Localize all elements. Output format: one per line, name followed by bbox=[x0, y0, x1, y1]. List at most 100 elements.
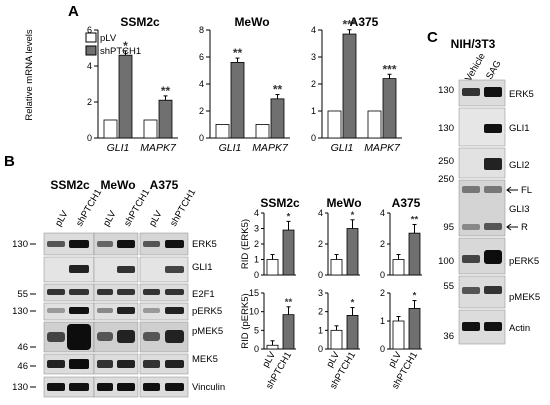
mw-marker: 55 bbox=[17, 289, 28, 300]
panel-letter-a: A bbox=[68, 3, 79, 20]
panel-letter-c: C bbox=[427, 29, 438, 46]
mw-marker: 130 bbox=[12, 239, 28, 250]
x-tick-label: MAPK7 bbox=[140, 142, 177, 154]
y-tick-label: 4 bbox=[380, 208, 385, 218]
panel-b-blots: 130 55 130 46 46 130 ERK5 GLI1 E2F1 pERK… bbox=[12, 232, 225, 398]
blot-row-label: MEK5 bbox=[192, 354, 218, 365]
bar bbox=[282, 314, 295, 350]
y-tick-label: 2 bbox=[380, 239, 385, 249]
y-tick-label: 0 bbox=[318, 344, 323, 354]
mw-marker: 46 bbox=[17, 342, 28, 353]
chart-b-erk5-ssm2c: SSM2c RID (ERK5)0 1 2 3 4 * bbox=[240, 196, 300, 280]
y-tick-label: 2 bbox=[318, 307, 323, 317]
significance-label: *** bbox=[342, 18, 356, 32]
significance-label: ** bbox=[285, 297, 293, 308]
legend-label-shptch1: shPTCH1 bbox=[100, 46, 141, 57]
bar bbox=[270, 98, 285, 139]
x-tick-label: GLI1 bbox=[331, 142, 354, 154]
y-tick-label: 0 bbox=[380, 344, 385, 354]
chart-b-erk5-a375: A375 0 2 4 ** bbox=[380, 196, 422, 280]
blot-title-mewo: MeWo bbox=[100, 178, 135, 192]
blot-row-label: E2F1 bbox=[192, 289, 215, 300]
panel-a-ylabel: Relative mRNA levels bbox=[24, 29, 35, 121]
significance-label: ** bbox=[411, 214, 419, 225]
y-tick-label: 2 bbox=[311, 79, 316, 89]
mw-marker: 130 bbox=[438, 85, 454, 96]
mw-marker: 130 bbox=[438, 123, 454, 134]
bar bbox=[346, 228, 359, 276]
significance-label: ** bbox=[273, 83, 283, 97]
panel-b-headers: SSM2c MeWo A375 pLV shPTCH1 pLV shPTCH1 … bbox=[50, 178, 198, 229]
y-tick-label: 2 bbox=[380, 288, 385, 298]
blot-group-a375 bbox=[139, 232, 189, 398]
blot-row-label: pMEK5 bbox=[509, 292, 540, 303]
y-tick-label: 0 bbox=[254, 270, 259, 280]
y-tick-label: 2 bbox=[199, 106, 204, 116]
x-tick-label: MAPK7 bbox=[252, 142, 289, 154]
y-tick-label: 4 bbox=[254, 208, 259, 218]
lane-label: pLV bbox=[101, 208, 119, 228]
chart-title: SSM2c bbox=[120, 15, 160, 29]
mw-marker: 250 bbox=[438, 156, 454, 167]
blot-row-label: Actin bbox=[509, 323, 530, 334]
y-tick-label: 0 bbox=[380, 270, 385, 280]
blot-group-mewo bbox=[93, 232, 139, 398]
y-tick-label: 3 bbox=[254, 224, 259, 234]
y-tick-label: 0 bbox=[318, 270, 323, 280]
panel-letter-b: B bbox=[4, 153, 15, 170]
bar bbox=[143, 119, 158, 139]
chart-title: MeWo bbox=[234, 15, 269, 29]
y-axis-label: RID (pERK5) bbox=[240, 293, 251, 348]
chart-a-ssm2c: SSM2c 0 2 4 6 * GLI1 ** MAPK7 bbox=[87, 15, 178, 154]
bar bbox=[367, 110, 382, 139]
significance-label: * bbox=[351, 298, 355, 309]
bar bbox=[118, 54, 133, 139]
y-tick-label: 0 bbox=[87, 133, 92, 143]
panel-a-legend: pLV shPTCH1 bbox=[85, 32, 141, 57]
mw-marker: 55 bbox=[443, 281, 454, 292]
significance-label: * bbox=[123, 39, 128, 53]
blot-title-ssm2c: SSM2c bbox=[50, 178, 90, 192]
lane-label: pLV bbox=[53, 208, 71, 228]
bar bbox=[392, 259, 405, 276]
bar bbox=[255, 124, 270, 139]
chart-title: A375 bbox=[392, 196, 421, 210]
blot-row-label: GLI1 bbox=[509, 123, 530, 134]
y-tick-label: 3 bbox=[318, 288, 323, 298]
blot-row-label: GLI1 bbox=[192, 262, 213, 273]
y-tick-label: 4 bbox=[311, 25, 316, 35]
lane-label: shPTCH1 bbox=[74, 187, 104, 228]
bar bbox=[266, 344, 279, 350]
mw-marker: 36 bbox=[443, 331, 454, 342]
bar bbox=[330, 329, 343, 350]
blot-row-label: Vinculin bbox=[192, 382, 225, 393]
lane-label: Vehicle bbox=[463, 51, 488, 83]
y-tick-label: 1 bbox=[380, 316, 385, 326]
chart-title: SSM2c bbox=[260, 196, 300, 210]
y-tick-label: 0 bbox=[311, 133, 316, 143]
blot-row-label: pERK5 bbox=[509, 256, 539, 267]
y-tick-label: 4 bbox=[318, 208, 323, 218]
panel-c: NIH/3T3 Vehicle SAG 130 130 250 250 95 1… bbox=[438, 37, 540, 345]
significance-label: * bbox=[413, 291, 417, 302]
y-tick-label: 6 bbox=[87, 25, 92, 35]
chart-title: A375 bbox=[350, 15, 379, 29]
mw-marker: 250 bbox=[438, 174, 454, 185]
panel-c-title: NIH/3T3 bbox=[451, 37, 496, 51]
bar bbox=[330, 259, 343, 276]
blot-row-label: ERK5 bbox=[509, 89, 534, 100]
y-tick-label: 1 bbox=[318, 325, 323, 335]
chart-title: MeWo bbox=[326, 196, 361, 210]
x-tick-label: GLI1 bbox=[107, 142, 130, 154]
y-tick-label: 0 bbox=[199, 133, 204, 143]
blot-group-ssm2c bbox=[43, 232, 95, 398]
x-tick-label: GLI1 bbox=[219, 142, 242, 154]
bar bbox=[392, 320, 405, 350]
blot-row-label: GLI3 bbox=[509, 204, 530, 215]
y-tick-label: 2 bbox=[254, 239, 259, 249]
mw-marker: 130 bbox=[12, 382, 28, 393]
bar bbox=[382, 78, 397, 139]
arrow-fl bbox=[506, 186, 518, 194]
